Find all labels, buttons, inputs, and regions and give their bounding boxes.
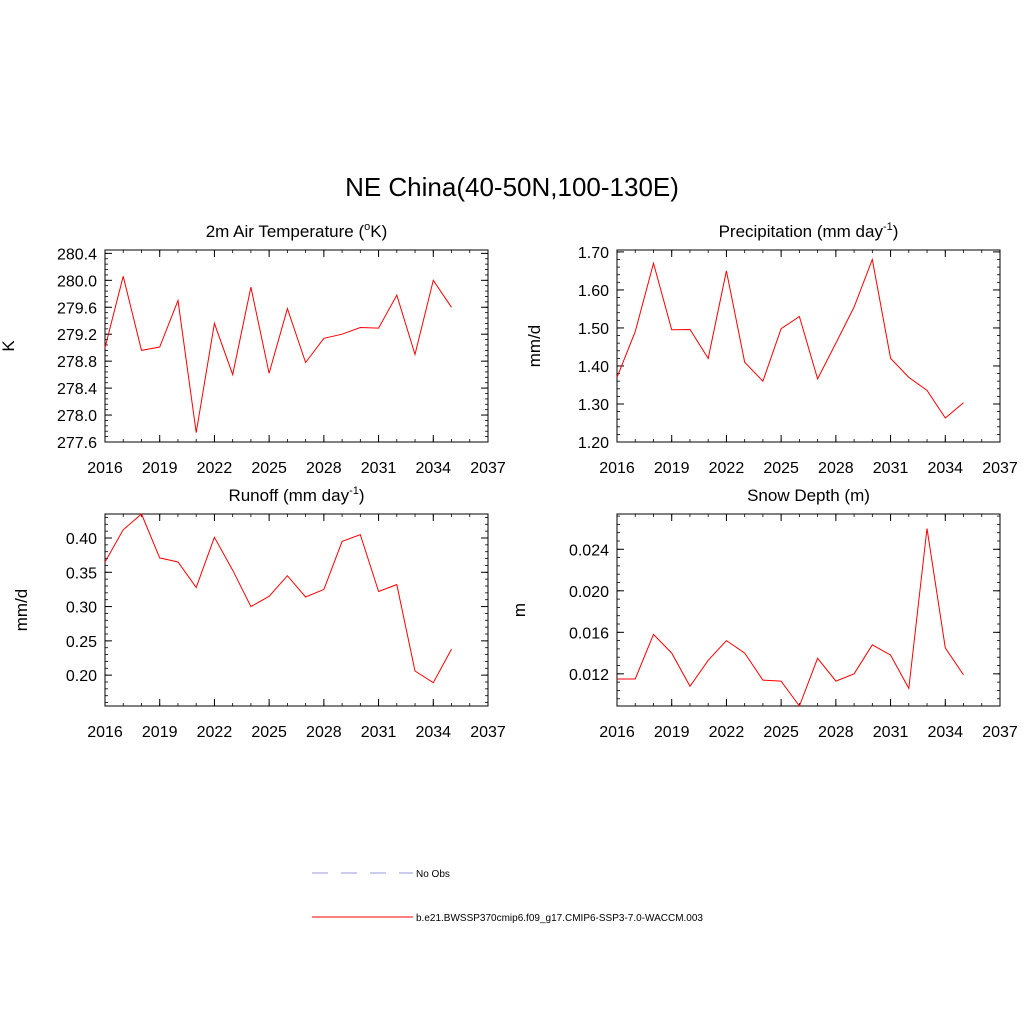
x-tick-label: 2037: [982, 460, 1018, 477]
y-tick-label: 1.70: [578, 245, 609, 262]
x-tick-label: 2034: [927, 724, 963, 741]
y-tick-label: 279.2: [57, 327, 97, 344]
series-line: [617, 528, 964, 708]
x-tick-label: 2019: [654, 724, 690, 741]
x-tick-label: 2025: [763, 724, 799, 741]
y-tick-label: 1.20: [578, 435, 609, 452]
x-tick-label: 2016: [599, 460, 635, 477]
series-line: [616, 257, 964, 419]
y-axis-label: mm/d: [12, 589, 31, 632]
x-tick-label: 2034: [415, 460, 451, 477]
x-tick-label: 2031: [361, 460, 397, 477]
panels: 2016 2019 2022 2025 2028 2031 2034 2037 277.6 278…: [0, 221, 1018, 741]
x-tick-label: 2037: [982, 724, 1018, 741]
legend-label: No Obs: [416, 869, 450, 880]
y-tick-label: 277.6: [57, 435, 97, 452]
y-tick-label: 0.020: [569, 584, 609, 601]
x-tick-label: 2034: [927, 460, 963, 477]
plot-frame: [104, 249, 489, 443]
legend-item: b.e21.BWSSP370cmip6.f09_g17.CMIP6-SSP3-7…: [312, 913, 703, 924]
legend-label: b.e21.BWSSP370cmip6.f09_g17.CMIP6-SSP3-7…: [416, 913, 703, 924]
y-axis-label: mm/d: [525, 325, 544, 368]
panel-title: 2m Air Temperature (oK): [206, 221, 388, 241]
y-tick-label: 0.25: [66, 634, 97, 651]
y-tick-label: 0.024: [569, 542, 609, 559]
x-tick-label: 2031: [361, 724, 397, 741]
x-tick-label: 2025: [251, 460, 287, 477]
x-tick-label: 2031: [873, 460, 909, 477]
x-tick-label: 2019: [142, 460, 178, 477]
x-tick-label: 2028: [818, 460, 854, 477]
y-tick-label: 0.012: [569, 667, 609, 684]
x-tick-label: 2028: [306, 460, 342, 477]
panel-3: 2016 2019 2022 2025 2028 2031 2034 2037 0.20 0.25…: [12, 485, 506, 741]
y-tick-label: 280.0: [57, 273, 97, 290]
figure-title: NE China(40-50N,100-130E): [345, 172, 679, 202]
panel-title: Runoff (mm day-1): [228, 485, 364, 505]
y-tick-label: 0.20: [66, 668, 97, 685]
x-tick-label: 2022: [709, 724, 745, 741]
x-tick-label: 2019: [142, 724, 178, 741]
x-tick-label: 2016: [87, 460, 123, 477]
x-tick-label: 2028: [306, 724, 342, 741]
x-tick-label: 2037: [470, 724, 506, 741]
y-axis-label: K: [0, 340, 18, 352]
y-tick-label: 0.35: [66, 565, 97, 582]
y-tick-label: 278.0: [57, 408, 97, 425]
x-tick-label: 2025: [251, 724, 287, 741]
x-tick-label: 2016: [599, 724, 635, 741]
x-tick-label: 2016: [87, 724, 123, 741]
plot-frame: [616, 249, 1001, 443]
panel-4: 2016 2019 2022 2025 2028 2031 2034 2037 0.012 0.0…: [510, 486, 1018, 741]
panel-2: 2016 2019 2022 2025 2028 2031 2034 2037 1.20 1.30…: [525, 221, 1018, 477]
y-tick-label: 0.40: [66, 531, 97, 548]
y-tick-label: 278.4: [57, 381, 97, 398]
x-tick-label: 2022: [197, 460, 233, 477]
series-line: [104, 276, 452, 433]
y-tick-label: 1.60: [578, 283, 609, 300]
x-tick-label: 2034: [415, 724, 451, 741]
x-tick-label: 2031: [873, 724, 909, 741]
legend: No Obs b.e21.BWSSP370cmip6.f09_g17.CMIP6-…: [312, 869, 703, 924]
x-tick-label: 2028: [818, 724, 854, 741]
y-tick-label: 1.40: [578, 359, 609, 376]
x-tick-label: 2037: [470, 460, 506, 477]
y-tick-label: 278.8: [57, 354, 97, 371]
x-tick-label: 2025: [763, 460, 799, 477]
y-tick-label: 0.016: [569, 625, 609, 642]
legend-item: No Obs: [312, 869, 450, 880]
panel-1: 2016 2019 2022 2025 2028 2031 2034 2037 277.6 278…: [0, 221, 506, 477]
plot-frame: [616, 513, 1001, 707]
y-tick-label: 1.50: [578, 321, 609, 338]
y-tick-label: 0.30: [66, 600, 97, 617]
panel-title: Precipitation (mm day-1): [719, 221, 899, 241]
y-tick-label: 1.30: [578, 397, 609, 414]
series-line: [104, 513, 452, 684]
plot-frame: [104, 513, 489, 707]
y-tick-label: 280.4: [57, 246, 97, 263]
x-tick-label: 2022: [197, 724, 233, 741]
y-axis-label: m: [510, 603, 529, 617]
y-tick-label: 279.6: [57, 300, 97, 317]
panel-title: Snow Depth (m): [747, 486, 870, 505]
x-tick-label: 2022: [709, 460, 745, 477]
x-tick-label: 2019: [654, 460, 690, 477]
